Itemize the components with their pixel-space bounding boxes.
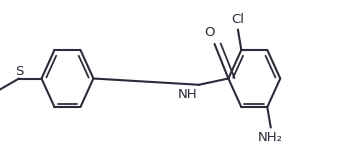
Text: Cl: Cl — [231, 13, 244, 26]
Text: O: O — [204, 26, 215, 39]
Text: NH: NH — [177, 88, 197, 101]
Text: S: S — [15, 65, 23, 78]
Text: NH₂: NH₂ — [258, 131, 283, 144]
